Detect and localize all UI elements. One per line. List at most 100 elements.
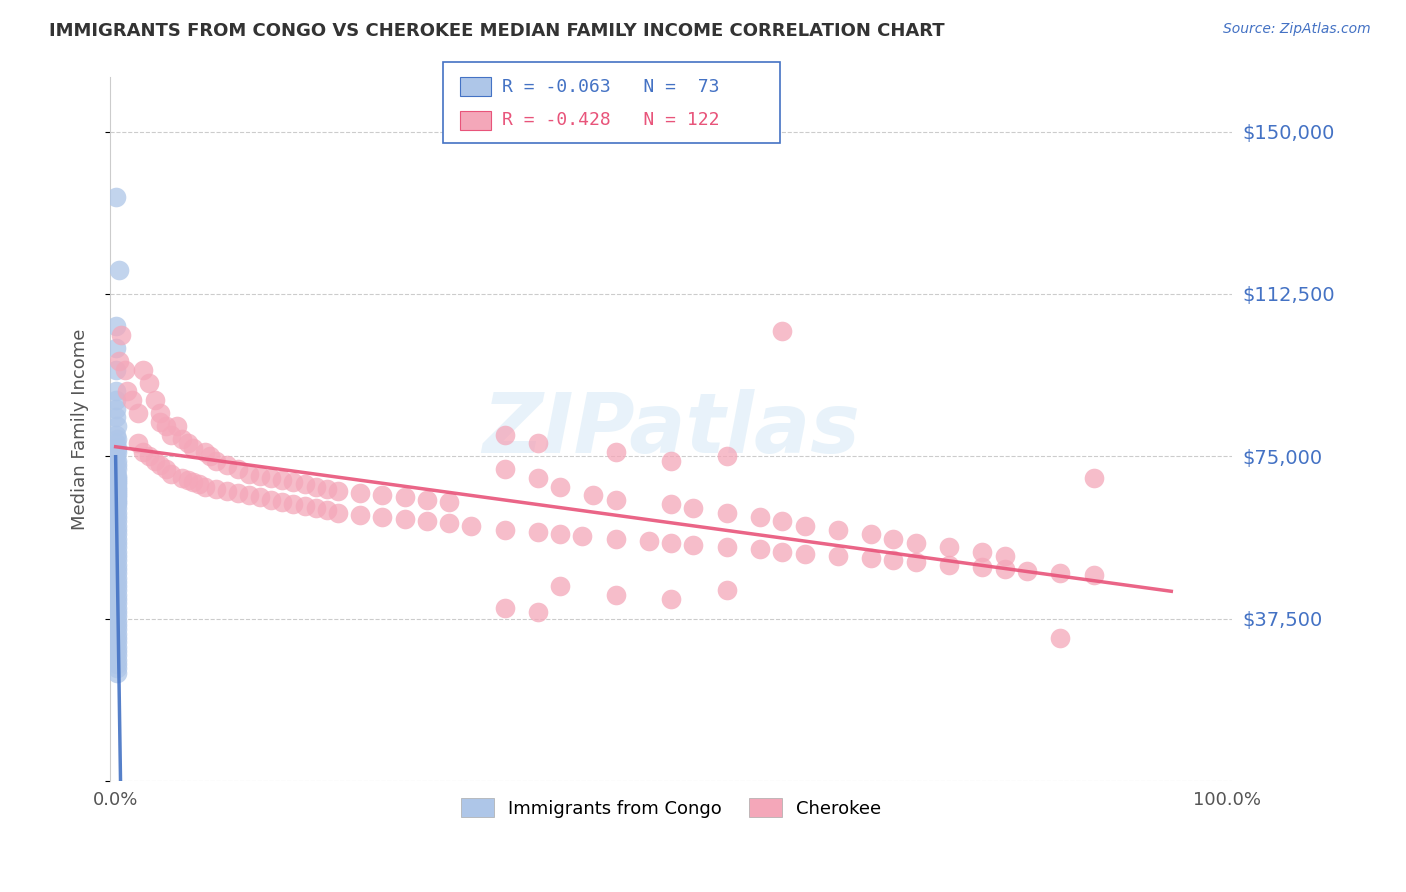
Point [548, 527, 571, 541]
Point [104, 467, 127, 481]
Point [882, 532, 904, 546]
Point [105, 527, 128, 541]
Point [605, 492, 627, 507]
Point [105, 483, 128, 498]
Point [138, 376, 160, 390]
Point [105, 614, 128, 628]
Point [416, 514, 439, 528]
Point [104, 450, 127, 464]
Point [160, 467, 183, 481]
Point [605, 445, 627, 459]
Point [571, 529, 593, 543]
Point [527, 436, 550, 450]
Point [371, 488, 394, 502]
Point [105, 441, 128, 455]
Point [793, 547, 815, 561]
Point [527, 605, 550, 619]
Point [105, 462, 128, 476]
Point [416, 492, 439, 507]
Point [860, 551, 883, 566]
Point [827, 549, 849, 563]
Point [770, 544, 793, 558]
Point [105, 640, 128, 654]
Point [260, 471, 283, 485]
Point [305, 479, 328, 493]
Point [105, 579, 128, 593]
Point [105, 600, 128, 615]
Point [105, 562, 128, 576]
Point [105, 653, 128, 667]
Point [105, 482, 128, 496]
Point [260, 492, 283, 507]
Point [172, 432, 194, 446]
Point [326, 483, 349, 498]
Legend: Immigrants from Congo, Cherokee: Immigrants from Congo, Cherokee [454, 791, 889, 825]
Point [105, 553, 128, 567]
Point [1015, 564, 1038, 578]
Point [882, 553, 904, 567]
Point [155, 419, 177, 434]
Point [105, 644, 128, 658]
Point [105, 648, 128, 663]
Point [682, 501, 704, 516]
Point [437, 494, 460, 508]
Point [638, 533, 661, 548]
Point [994, 549, 1017, 563]
Point [271, 494, 294, 508]
Point [114, 362, 136, 376]
Point [972, 544, 994, 558]
Point [972, 559, 994, 574]
Point [172, 471, 194, 485]
Point [105, 665, 128, 680]
Point [249, 491, 271, 505]
Point [716, 583, 738, 598]
Point [105, 544, 128, 558]
Point [105, 477, 128, 491]
Point [749, 509, 772, 524]
Point [105, 627, 128, 641]
Text: IMMIGRANTS FROM CONGO VS CHEROKEE MEDIAN FAMILY INCOME CORRELATION CHART: IMMIGRANTS FROM CONGO VS CHEROKEE MEDIAN… [49, 22, 945, 40]
Point [659, 453, 682, 467]
Point [104, 341, 127, 355]
Point [1049, 566, 1071, 581]
Point [105, 468, 128, 483]
Point [188, 477, 211, 491]
Point [105, 501, 128, 516]
Point [294, 477, 316, 491]
Point [105, 574, 128, 589]
Point [198, 450, 221, 464]
Point [283, 497, 305, 511]
Point [105, 597, 128, 611]
Point [105, 661, 128, 675]
Point [271, 473, 294, 487]
Point [283, 475, 305, 490]
Point [166, 419, 188, 434]
Point [105, 558, 128, 572]
Point [127, 436, 149, 450]
Point [105, 635, 128, 649]
Point [160, 427, 183, 442]
Point [149, 458, 172, 472]
Point [105, 479, 128, 493]
Y-axis label: Median Family Income: Median Family Income [72, 328, 89, 530]
Point [204, 482, 226, 496]
Point [548, 479, 571, 493]
Point [105, 532, 128, 546]
Point [104, 392, 127, 407]
Point [104, 436, 127, 450]
Point [659, 592, 682, 607]
Point [716, 506, 738, 520]
Point [105, 609, 128, 624]
Text: ZIPatlas: ZIPatlas [482, 389, 860, 470]
Point [349, 508, 371, 522]
Point [827, 523, 849, 537]
Point [204, 453, 226, 467]
Point [104, 427, 127, 442]
Point [770, 514, 793, 528]
Point [860, 527, 883, 541]
Point [582, 488, 605, 502]
Point [193, 445, 215, 459]
Point [105, 623, 128, 637]
Point [904, 536, 927, 550]
Point [527, 471, 550, 485]
